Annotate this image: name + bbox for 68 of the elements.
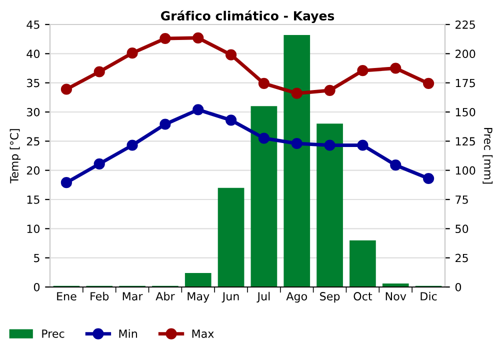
x-tick-label: Feb	[90, 292, 109, 300]
x-tick-label: Nov	[386, 292, 406, 300]
point	[324, 84, 336, 96]
x-tick-label: Oct	[354, 292, 372, 300]
point	[160, 118, 171, 130]
y2-tick-label: 150	[456, 108, 476, 116]
bar	[250, 106, 278, 287]
point	[422, 78, 434, 89]
y2-tick-label: 175	[456, 78, 475, 88]
point	[357, 65, 368, 76]
x-tick-label: Jun	[222, 292, 239, 303]
point	[192, 104, 204, 116]
point	[94, 158, 105, 170]
y-tick-label: 20	[26, 166, 40, 175]
x-tick-label: Mar	[122, 292, 143, 300]
point	[126, 140, 138, 151]
point	[60, 84, 72, 95]
x-tick-label: Sep	[320, 292, 340, 303]
point	[258, 132, 270, 144]
y-tick-label: 15	[27, 196, 40, 204]
x-tick-label: Dic	[420, 292, 437, 300]
point	[291, 138, 302, 150]
bar	[284, 35, 310, 287]
point	[422, 172, 434, 184]
point	[324, 140, 336, 151]
y-tick-label: 10	[27, 224, 40, 234]
y2-tick-label: 75	[456, 196, 468, 204]
point	[390, 160, 402, 171]
x-tick-label: Ene	[57, 292, 76, 300]
point	[160, 32, 171, 44]
bar	[316, 124, 343, 287]
point	[60, 177, 72, 188]
legend-label: Prec	[42, 330, 64, 338]
y-axis-title: Temp [°C]	[10, 129, 21, 184]
y-tick-label: 25	[26, 137, 40, 146]
x-tick-label: Jul	[256, 292, 270, 303]
legend-label: Max	[192, 330, 214, 338]
y-tick-label: 30	[26, 108, 40, 116]
y-tick-label: 45	[26, 20, 40, 29]
y2-tick-label: 125	[456, 137, 475, 146]
bar	[218, 188, 244, 287]
y-tick-label: 35	[26, 78, 40, 88]
point	[225, 114, 237, 126]
point	[357, 140, 368, 151]
bar	[350, 240, 376, 287]
y2-tick-label: 225	[456, 20, 475, 29]
y2-tick-label: 200	[456, 50, 476, 58]
y2-tick-label: 0	[455, 282, 462, 292]
y2-tick-label: 25	[456, 254, 468, 262]
x-tick-label: May	[188, 292, 210, 303]
y-tick-label: 0	[34, 282, 40, 292]
x-tick-label: Ago	[286, 292, 307, 303]
y2-tick-label: 100	[456, 166, 476, 175]
point	[94, 66, 105, 78]
point	[390, 62, 402, 74]
y2-axis-title: Prec [mm]	[482, 128, 493, 184]
chart-title: Gráfico climático - Kayes	[160, 10, 334, 24]
y-tick-label: 40	[26, 50, 40, 58]
y-tick-label: 5	[34, 254, 40, 262]
y2-tick-label: 50	[456, 224, 468, 234]
legend-label: Min	[119, 329, 137, 338]
point	[258, 78, 270, 89]
point	[225, 49, 237, 60]
point	[192, 32, 204, 44]
point	[126, 48, 138, 59]
bar	[184, 273, 212, 287]
point	[291, 88, 302, 99]
x-tick-label: Abr	[156, 292, 175, 300]
